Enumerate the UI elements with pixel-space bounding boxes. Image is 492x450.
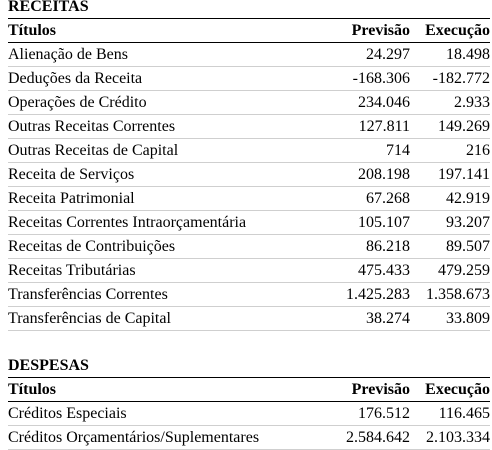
- row-title: Alienação de Bens: [8, 42, 322, 67]
- row-title: Créditos Especiais: [8, 401, 322, 426]
- row-forecast: 714: [322, 138, 410, 163]
- table-row: Receitas Tributárias 475.433 479.259: [8, 258, 490, 283]
- row-execution: 89.507: [410, 234, 490, 259]
- table-row: Créditos Especiais 176.512 116.465: [8, 401, 491, 426]
- row-forecast: 1.425.283: [322, 282, 410, 307]
- receitas-section-header: RECEITAS: [8, 0, 490, 19]
- row-title: Receita de Serviços: [8, 162, 322, 187]
- receitas-section-title: RECEITAS: [8, 0, 490, 19]
- despesas-table: DESPESAS Títulos Previsão Execução Crédi…: [8, 354, 491, 450]
- row-title: Receitas de Contribuições: [8, 234, 322, 259]
- table-row: Créditos Orçamentários/Suplementares 2.58…: [8, 425, 491, 450]
- row-execution: 33.809: [410, 306, 490, 331]
- despesas-rows: Créditos Especiais 176.512 116.465 Créditos…: [8, 401, 491, 450]
- receitas-rows: Alienação de Bens 24.297 18.498 Deduções da…: [8, 42, 490, 331]
- row-execution: 2.933: [410, 90, 490, 115]
- row-forecast: 208.198: [322, 162, 410, 187]
- row-execution: 216: [410, 138, 490, 163]
- despesas-column-headers: Títulos Previsão Execução: [8, 377, 491, 402]
- row-title: Receita Patrimonial: [8, 186, 322, 211]
- row-execution: 2.103.334: [410, 425, 491, 450]
- row-forecast: 86.218: [322, 234, 410, 259]
- row-title: Deduções da Receita: [8, 66, 322, 91]
- row-forecast: 176.512: [322, 401, 410, 426]
- section-spacer: [8, 331, 490, 354]
- row-forecast: 127.811: [322, 114, 410, 139]
- receitas-table: RECEITAS Títulos Previsão Execução Alien…: [8, 0, 490, 331]
- despesas-section-header: DESPESAS: [8, 354, 491, 378]
- despesas-header-execution: Execução: [410, 377, 491, 402]
- row-execution: 18.498: [410, 42, 490, 67]
- row-forecast: 105.107: [322, 210, 410, 235]
- table-row: Alienação de Bens 24.297 18.498: [8, 42, 490, 67]
- receitas-header-forecast: Previsão: [322, 18, 410, 43]
- row-execution: 42.919: [410, 186, 490, 211]
- row-forecast: 67.268: [322, 186, 410, 211]
- row-forecast: 234.046: [322, 90, 410, 115]
- receitas-header-title: Títulos: [8, 18, 322, 43]
- table-row: Outras Receitas Correntes 127.811 149.269: [8, 114, 490, 139]
- despesas-header-title: Títulos: [8, 377, 322, 402]
- row-forecast: 475.433: [322, 258, 410, 283]
- table-row: Transferências de Capital 38.274 33.809: [8, 306, 490, 331]
- table-row: Receitas de Contribuições 86.218 89.507: [8, 234, 490, 259]
- row-execution: 197.141: [410, 162, 490, 187]
- row-execution: -182.772: [410, 66, 490, 91]
- table-row: Receitas Correntes Intraorçamentária 105.…: [8, 210, 490, 235]
- budget-report: RECEITAS Títulos Previsão Execução Alien…: [8, 0, 491, 450]
- row-title: Créditos Orçamentários/Suplementares: [8, 425, 322, 450]
- row-execution: 1.358.673: [410, 282, 490, 307]
- row-title: Transferências Correntes: [8, 282, 322, 307]
- table-row: Operações de Crédito 234.046 2.933: [8, 90, 490, 115]
- despesas-section-title: DESPESAS: [8, 354, 491, 378]
- receitas-column-headers: Títulos Previsão Execução: [8, 18, 490, 43]
- row-execution: 116.465: [410, 401, 491, 426]
- row-title: Receitas Correntes Intraorçamentária: [8, 210, 322, 235]
- table-row: Deduções da Receita -168.306 -182.772: [8, 66, 490, 91]
- row-title: Receitas Tributárias: [8, 258, 322, 283]
- despesas-header-forecast: Previsão: [322, 377, 410, 402]
- receitas-header-execution: Execução: [410, 18, 490, 43]
- row-execution: 93.207: [410, 210, 490, 235]
- row-title: Outras Receitas Correntes: [8, 114, 322, 139]
- row-title: Outras Receitas de Capital: [8, 138, 322, 163]
- row-title: Operações de Crédito: [8, 90, 322, 115]
- table-row: Transferências Correntes 1.425.283 1.358.6…: [8, 282, 490, 307]
- row-forecast: 24.297: [322, 42, 410, 67]
- table-row: Receita de Serviços 208.198 197.141: [8, 162, 490, 187]
- row-forecast: -168.306: [322, 66, 410, 91]
- row-execution: 149.269: [410, 114, 490, 139]
- row-forecast: 38.274: [322, 306, 410, 331]
- table-row: Receita Patrimonial 67.268 42.919: [8, 186, 490, 211]
- row-forecast: 2.584.642: [322, 425, 410, 450]
- row-title: Transferências de Capital: [8, 306, 322, 331]
- row-execution: 479.259: [410, 258, 490, 283]
- table-row: Outras Receitas de Capital 714 216: [8, 138, 490, 163]
